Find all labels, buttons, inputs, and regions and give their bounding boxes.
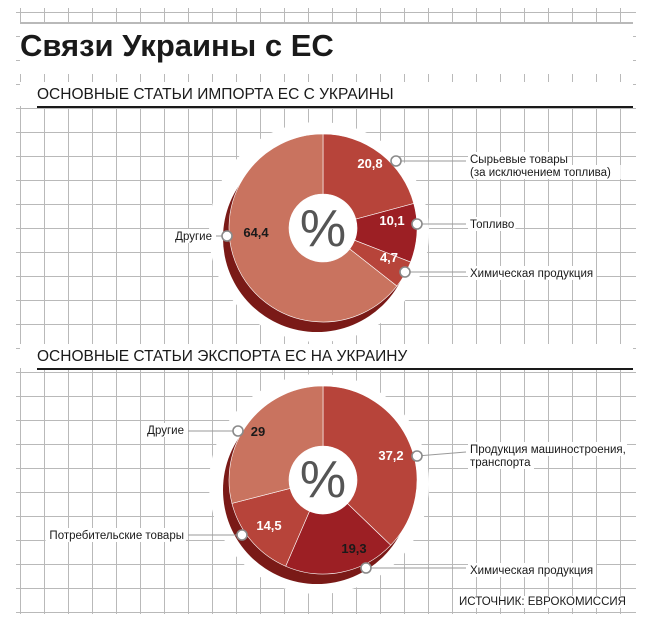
title-panel <box>20 22 633 74</box>
category-label: Потребительские товары <box>49 530 184 542</box>
value-label: 10,1 <box>379 213 404 228</box>
category-label-group: Сырьевые товары(за исключением топлива) <box>468 152 621 179</box>
category-label: Химическая продукция <box>470 268 593 280</box>
value-label: 19,3 <box>341 541 366 556</box>
category-label-group: Химическая продукция <box>468 266 596 280</box>
donut-chart-import: % 20,8 Сырьевые товары(за исключением топл… <box>172 122 621 342</box>
value-label: 14,5 <box>256 518 281 533</box>
marker-dot <box>390 155 402 167</box>
value-label: 64,4 <box>243 225 269 240</box>
category-label-group: Продукция машиностроения,транспорта <box>468 442 627 469</box>
section-rule-import <box>37 106 633 108</box>
label-backdrop <box>468 165 621 179</box>
category-label-group: Другие <box>144 423 186 437</box>
donut-hole <box>289 194 357 262</box>
marker-dot <box>360 562 372 574</box>
category-label: Топливо <box>470 219 514 231</box>
marker-dot <box>399 266 411 278</box>
source-note: ИСТОЧНИК: ЕВРОКОМИССИЯ <box>457 596 628 608</box>
category-label: Другие <box>147 425 184 437</box>
value-label: 29 <box>251 424 265 439</box>
center-percent-label: % <box>300 451 346 509</box>
marker-dot <box>411 218 423 230</box>
category-label-group: Другие <box>172 229 214 243</box>
label-backdrop <box>468 563 596 577</box>
section-title-export: ОСНОВНЫЕ СТАТЬИ ЭКСПОРТА ЕС НА УКРАИНУ <box>37 348 408 365</box>
page-title: Связи Украины с ЕС <box>20 28 334 63</box>
category-label: Другие <box>175 231 212 243</box>
label-backdrop <box>172 229 214 243</box>
label-backdrop <box>468 152 565 166</box>
section-band-export <box>20 344 633 368</box>
category-label-group: Химическая продукция <box>468 563 596 577</box>
donut-chart-export: % 37,2 Продукция машиностроения,транспорта… <box>45 374 627 594</box>
donut-hole <box>289 446 357 514</box>
category-label: Продукция машиностроения, <box>470 444 626 456</box>
section-rule-export <box>37 368 633 370</box>
value-label: 20,8 <box>357 156 382 171</box>
section-title-import: ОСНОВНЫЕ СТАТЬИ ИМПОРТА ЕС С УКРАИНЫ <box>37 86 394 103</box>
marker-dot <box>221 230 233 242</box>
label-backdrop <box>144 423 186 437</box>
label-backdrop <box>45 528 186 542</box>
label-backdrop <box>468 217 516 231</box>
category-label-group: Потребительские товары <box>45 528 186 542</box>
marker-dot <box>232 425 244 437</box>
label-backdrop <box>468 442 627 456</box>
leader-line <box>416 451 467 457</box>
value-label: 4,7 <box>380 250 398 265</box>
category-label: Сырьевые товары <box>470 154 568 166</box>
marker-dot <box>411 450 423 462</box>
value-label: 37,2 <box>378 448 403 463</box>
category-label: Химическая продукция <box>470 565 593 577</box>
center-percent-label: % <box>300 200 346 258</box>
label-backdrop <box>468 266 596 280</box>
section-band-import <box>20 82 633 106</box>
category-label-group: Топливо <box>468 217 516 231</box>
marker-dot <box>236 529 248 541</box>
label-backdrop <box>468 455 534 469</box>
category-label: (за исключением топлива) <box>470 167 611 179</box>
category-label: транспорта <box>470 457 531 469</box>
